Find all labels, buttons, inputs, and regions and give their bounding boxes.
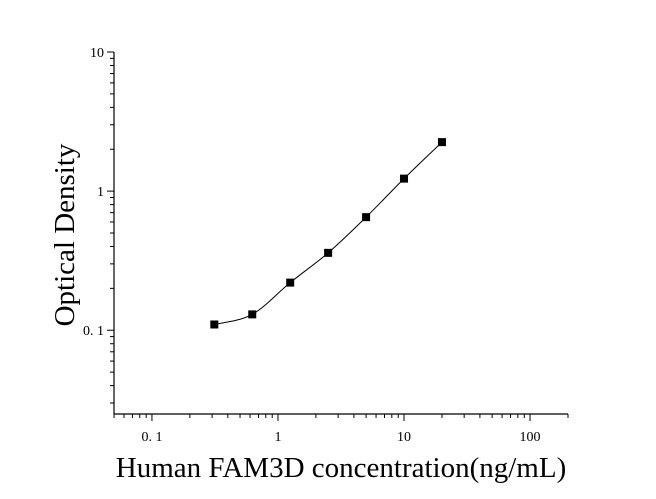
data-point-marker <box>362 213 371 222</box>
x-axis-title: Human FAM3D concentration(ng/mL) <box>116 452 566 484</box>
y-ticks-layer: 0. 1 1 10 <box>83 46 114 404</box>
x-tick-label: 0. 1 <box>141 430 162 445</box>
y-axis-title: Optical Density <box>49 143 81 326</box>
x-tick-label: 10 <box>397 430 411 445</box>
data-point-marker <box>286 278 295 287</box>
fit-curve-layer <box>214 141 443 325</box>
y-tick-label: 0. 1 <box>83 324 104 339</box>
x-tick-label: 1 <box>274 430 281 445</box>
data-points-layer <box>210 138 446 329</box>
data-point-marker <box>324 248 333 257</box>
x-ticks-layer: 0. 1 1 10 100 <box>113 414 569 445</box>
fit-curve <box>214 141 443 325</box>
axes-layer <box>113 52 568 415</box>
x-tick-label: 100 <box>520 430 541 445</box>
y-tick-label: 1 <box>97 185 104 200</box>
data-point-marker <box>400 174 409 183</box>
data-point-marker <box>210 320 219 329</box>
data-point-marker <box>437 138 446 147</box>
y-tick-label: 10 <box>90 46 104 61</box>
data-point-marker <box>248 310 257 319</box>
